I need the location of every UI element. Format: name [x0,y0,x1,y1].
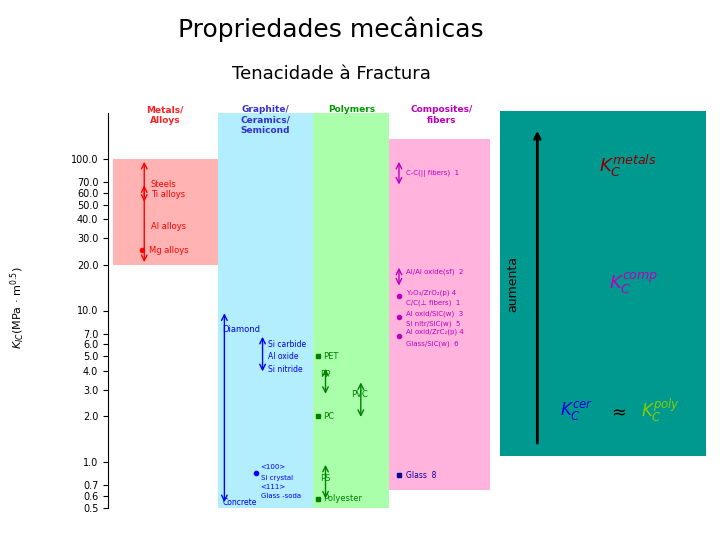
Text: Al oxid/SiC(w)  3: Al oxid/SiC(w) 3 [405,310,463,317]
Bar [390,139,490,490]
Text: PS: PS [320,474,330,483]
Text: $\approx$: $\approx$ [608,402,626,420]
Text: Al oxide: Al oxide [269,352,299,361]
Text: Glass -soda: Glass -soda [261,492,301,498]
Text: Steels: Steels [151,180,176,189]
Text: PET: PET [323,352,338,361]
Text: Si crystal: Si crystal [261,475,293,481]
Text: $K_C^{cer}$: $K_C^{cer}$ [559,400,593,423]
Text: PC: PC [323,412,333,421]
Text: Glass/SiC(w)  6: Glass/SiC(w) 6 [405,341,458,347]
Text: aumenta: aumenta [506,255,519,312]
Text: Polymers: Polymers [328,105,375,114]
Text: Si carbide: Si carbide [269,340,307,349]
Text: Ti alloys: Ti alloys [151,190,185,199]
Text: Metals/
Alloys: Metals/ Alloys [147,105,184,125]
Text: Mg alloys: Mg alloys [149,246,189,255]
Text: Concrete: Concrete [222,498,257,507]
Bar [313,113,390,508]
Text: Composites/
fibers: Composites/ fibers [411,105,473,125]
Text: PP: PP [320,370,330,379]
Text: $K_C^{metals}$: $K_C^{metals}$ [599,153,657,179]
Text: C/C(⊥ fibers)  1: C/C(⊥ fibers) 1 [405,300,460,306]
Text: Graphite/
Ceramics/
Semicond: Graphite/ Ceramics/ Semicond [240,105,290,135]
Text: <100>: <100> [261,464,286,470]
Text: Si nitride: Si nitride [269,364,303,374]
Text: Al/Al oxide(sf)  2: Al/Al oxide(sf) 2 [405,268,463,275]
Text: $K_{IC}$(MPa · m$^{0.5}$): $K_{IC}$(MPa · m$^{0.5}$) [9,267,27,349]
Bar [113,159,217,265]
Text: Al alloys: Al alloys [151,222,186,231]
Text: Glass  8: Glass 8 [405,470,436,480]
Text: $K_C^{poly}$: $K_C^{poly}$ [641,397,680,426]
Bar [217,113,313,508]
Text: Polyester: Polyester [323,495,361,503]
Text: Propriedades mecânicas: Propriedades mecânicas [179,16,484,42]
Text: Tenacidade à Fractura: Tenacidade à Fractura [232,65,431,83]
Text: Si nitr/SiC(w)  5: Si nitr/SiC(w) 5 [405,320,460,327]
Text: $K_C^{comp}$: $K_C^{comp}$ [609,271,659,296]
Text: PVC: PVC [351,390,368,399]
Text: Y₂O₃/ZrO₂(p) 4: Y₂O₃/ZrO₂(p) 4 [405,290,456,296]
Text: <111>: <111> [261,484,286,490]
Text: Al oxid/ZrC₂(p) 4: Al oxid/ZrC₂(p) 4 [405,329,464,335]
Text: C-C(|| fibers)  1: C-C(|| fibers) 1 [405,170,459,177]
Text: Diamond: Diamond [222,325,261,334]
